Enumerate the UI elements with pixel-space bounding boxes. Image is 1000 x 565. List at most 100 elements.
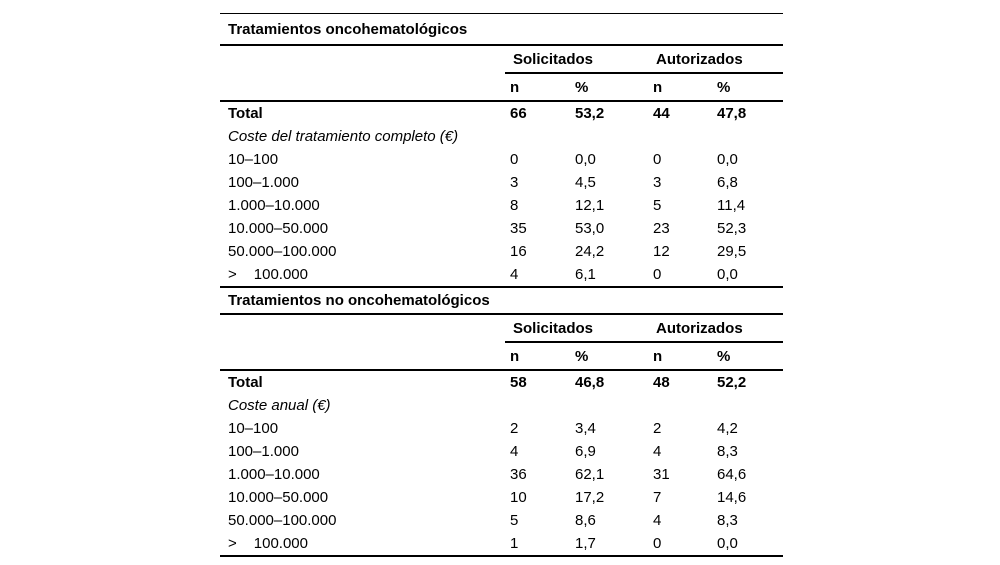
value-cell: 16 bbox=[510, 243, 527, 260]
column-subheader-row: n% n% bbox=[220, 342, 784, 371]
row-label: Total bbox=[220, 370, 505, 394]
value-cell: 62,1 bbox=[575, 466, 605, 483]
value-cell: 4 bbox=[653, 512, 662, 529]
value-cell: 8,6 bbox=[575, 512, 596, 529]
value-cell: 1,7 bbox=[570, 532, 648, 557]
value-cell: 3,4 bbox=[575, 420, 596, 437]
column-header: n bbox=[648, 73, 712, 102]
row-label: 10–100 bbox=[220, 148, 505, 171]
value-cell: 14,6 bbox=[717, 489, 747, 506]
value-cell: 0,0 bbox=[717, 266, 738, 283]
row-label-text: Total bbox=[228, 105, 263, 122]
value-cell: 5 bbox=[653, 197, 662, 214]
value-cell: 58 bbox=[510, 374, 527, 391]
value-cell: 47,8 bbox=[717, 105, 747, 122]
column-header: % bbox=[570, 342, 648, 371]
value-cell: 0,0 bbox=[575, 151, 596, 168]
subheader-spacer bbox=[220, 342, 505, 371]
group-header-spacer bbox=[220, 45, 505, 73]
row-label: >100.000 bbox=[220, 263, 505, 287]
subheader-spacer bbox=[220, 73, 505, 102]
value-cell: 35 bbox=[510, 220, 527, 237]
table-row: >100.000 4 6,1 0 0,0 bbox=[220, 263, 783, 287]
row-label: 10–100 bbox=[220, 417, 505, 440]
treatments-table: Tratamientos oncohematológicos Solicitado… bbox=[220, 13, 784, 557]
table-row: 10.000–50.000 35 53,0 23 52,3 bbox=[220, 217, 783, 240]
row-label-text: 50.000–100.000 bbox=[228, 512, 337, 529]
row-label: Coste anual (€) bbox=[220, 394, 505, 417]
value-cell: 31 bbox=[653, 466, 670, 483]
row-label: >100.000 bbox=[220, 532, 505, 557]
row-label-text: 100–1.000 bbox=[228, 174, 299, 191]
value-cell: 0 bbox=[648, 532, 712, 557]
value-cell: 53,0 bbox=[575, 220, 605, 237]
row-label-text: 50.000–100.000 bbox=[228, 243, 337, 260]
row-label: 1.000–10.000 bbox=[220, 463, 505, 486]
greater-than-sign: > bbox=[228, 266, 237, 283]
value-cell bbox=[505, 394, 570, 417]
row-label-text: 10.000–50.000 bbox=[228, 489, 329, 506]
value-cell bbox=[712, 125, 783, 148]
column-subheader-row: n% n% bbox=[220, 73, 784, 102]
section-title: Tratamientos no oncohematológicos bbox=[220, 286, 784, 315]
table-row: 1.000–10.000 36 62,1 31 64,6 bbox=[220, 463, 783, 486]
row-label-text: Total bbox=[228, 374, 263, 391]
row-label: Total bbox=[220, 101, 505, 125]
value-cell: 2 bbox=[510, 420, 519, 437]
value-cell: 2 bbox=[653, 420, 662, 437]
value-cell: 0,0 bbox=[717, 151, 738, 168]
group-header-group2: Autorizados bbox=[648, 45, 784, 74]
value-cell: 23 bbox=[653, 220, 670, 237]
row-label: 100–1.000 bbox=[220, 440, 505, 463]
row-label-text: 1.000–10.000 bbox=[228, 197, 320, 214]
column-group-header-row: Solicitados Autorizados bbox=[220, 314, 784, 343]
value-cell: 7 bbox=[653, 489, 662, 506]
row-label: 10.000–50.000 bbox=[220, 217, 505, 240]
value-cell: 66 bbox=[510, 105, 527, 122]
value-cell: 29,5 bbox=[717, 243, 747, 260]
row-label: 50.000–100.000 bbox=[220, 509, 505, 532]
table-row: 10–100 0 0,0 0 0,0 bbox=[220, 148, 783, 171]
column-header: % bbox=[712, 342, 784, 371]
group-header-group2: Autorizados bbox=[648, 314, 784, 343]
value-cell: 46,8 bbox=[575, 374, 605, 391]
table-row: Coste anual (€) bbox=[220, 394, 783, 417]
value-cell: 53,2 bbox=[575, 105, 605, 122]
table-row: 50.000–100.000 16 24,2 12 29,5 bbox=[220, 240, 783, 263]
row-label-text: 10–100 bbox=[228, 420, 279, 437]
value-cell: 52,3 bbox=[717, 220, 747, 237]
value-cell: 4 bbox=[510, 266, 519, 283]
value-cell: 3 bbox=[653, 174, 662, 191]
table-row: 100–1.000 3 4,5 3 6,8 bbox=[220, 171, 783, 194]
section-title: Tratamientos oncohematológicos bbox=[220, 13, 784, 46]
value-cell bbox=[570, 125, 648, 148]
column-group-header-row: Solicitados Autorizados bbox=[220, 45, 784, 74]
value-cell: 6,1 bbox=[575, 266, 596, 283]
column-header: % bbox=[570, 73, 648, 102]
value-cell: 8 bbox=[510, 197, 519, 214]
value-cell: 6,9 bbox=[575, 443, 596, 460]
value-cell: 52,2 bbox=[717, 374, 747, 391]
value-cell: 3 bbox=[510, 174, 519, 191]
table-row: 1.000–10.000 8 12,1 5 11,4 bbox=[220, 194, 783, 217]
section-title-row: Tratamientos oncohematológicos bbox=[220, 13, 784, 46]
value-cell: 1 bbox=[505, 532, 570, 557]
table-row: Coste del tratamiento completo (€) bbox=[220, 125, 783, 148]
group-header-group1: Solicitados bbox=[505, 314, 648, 343]
greater-than-sign: > bbox=[228, 535, 237, 552]
table-row: 10.000–50.000 10 17,2 7 14,6 bbox=[220, 486, 783, 509]
value-cell: 8,3 bbox=[717, 512, 738, 529]
value-cell: 10 bbox=[510, 489, 527, 506]
row-label: 1.000–10.000 bbox=[220, 194, 505, 217]
value-cell: 11,4 bbox=[717, 197, 746, 214]
row-label: 10.000–50.000 bbox=[220, 486, 505, 509]
group-header-spacer bbox=[220, 314, 505, 342]
table-row: 10–100 2 3,4 2 4,2 bbox=[220, 417, 783, 440]
value-cell bbox=[570, 394, 648, 417]
value-cell: 0 bbox=[653, 266, 662, 283]
value-cell: 17,2 bbox=[575, 489, 605, 506]
column-header: n bbox=[505, 342, 570, 371]
value-cell: 0,0 bbox=[712, 532, 784, 557]
row-label-text: 10–100 bbox=[228, 151, 279, 168]
